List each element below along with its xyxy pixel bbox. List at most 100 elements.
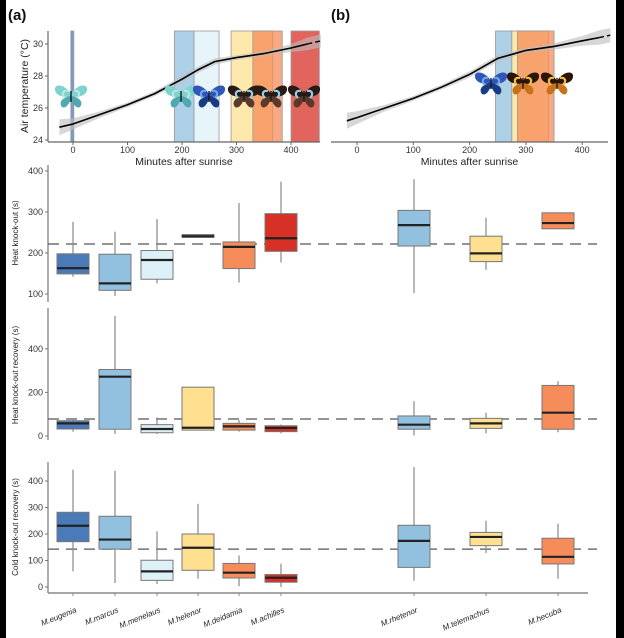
box bbox=[264, 213, 298, 252]
box-hecuba bbox=[541, 212, 575, 230]
body bbox=[522, 78, 524, 89]
box-helenor bbox=[181, 503, 215, 579]
y-tick-label: 400 bbox=[28, 166, 43, 176]
box bbox=[222, 562, 256, 579]
box bbox=[541, 212, 575, 230]
y-tick-label: 30 bbox=[33, 39, 43, 49]
temperature-panel-b: 0 100 200 300 400 Minutes after sunrise bbox=[331, 28, 611, 168]
wing-band bbox=[234, 89, 254, 99]
y-tick-label: 28 bbox=[33, 71, 43, 81]
y-tick-label: 200 bbox=[28, 248, 43, 258]
box-hecuba bbox=[541, 381, 575, 433]
y-tick-label: 24 bbox=[33, 135, 43, 145]
hindwing-left bbox=[512, 83, 523, 95]
panel-label-b: (b) bbox=[331, 7, 350, 24]
box bbox=[56, 253, 90, 275]
box-menelaus bbox=[140, 218, 174, 284]
hindwing-right bbox=[491, 83, 502, 95]
x-tick-label: 200 bbox=[174, 145, 189, 155]
hindwing-right bbox=[244, 96, 255, 108]
y-tick-label: 200 bbox=[28, 529, 43, 539]
hindwing-left bbox=[260, 96, 271, 108]
confidence-band bbox=[346, 28, 611, 129]
box-telemachus bbox=[469, 412, 503, 434]
wing-band bbox=[547, 76, 567, 86]
box bbox=[397, 415, 431, 430]
box bbox=[98, 253, 132, 291]
wing-band bbox=[481, 76, 501, 86]
butterfly-orange-morpho-icon bbox=[540, 72, 574, 95]
right-border bbox=[616, 0, 624, 638]
y-tick-label: 100 bbox=[28, 556, 43, 566]
box-menelaus bbox=[140, 531, 174, 585]
box-achilles bbox=[264, 563, 298, 587]
temperature-extrapolation bbox=[307, 40, 322, 45]
heat-recovery-panel: 0 200 400 Heat knock-out recovery (s) bbox=[11, 308, 597, 441]
box bbox=[469, 531, 503, 547]
y-tick-label: 0 bbox=[38, 582, 43, 592]
box bbox=[98, 369, 132, 430]
box-telemachus bbox=[469, 520, 503, 554]
y-tick-label: 400 bbox=[28, 344, 43, 354]
x-axis-title: Minutes after sunrise bbox=[421, 156, 519, 168]
x-tick-label: 300 bbox=[229, 145, 244, 155]
panel-label-a: (a) bbox=[8, 7, 26, 24]
x-tick-label: 200 bbox=[462, 145, 477, 155]
hindwing-right bbox=[557, 83, 568, 95]
box bbox=[181, 533, 215, 571]
box-deidamia bbox=[222, 420, 256, 432]
box bbox=[541, 384, 575, 430]
hindwing-right bbox=[209, 96, 220, 108]
box-rhetenor bbox=[397, 179, 431, 294]
y-axis-title: Heat knock-out (s) bbox=[11, 200, 20, 266]
body bbox=[556, 78, 558, 89]
body bbox=[270, 91, 272, 102]
box-marcus bbox=[98, 470, 132, 584]
left-border bbox=[0, 0, 6, 638]
box-deidamia bbox=[222, 202, 256, 283]
x-tick-label: 300 bbox=[518, 145, 533, 155]
body bbox=[243, 91, 245, 102]
temperature-extrapolation bbox=[598, 34, 611, 39]
box bbox=[140, 250, 174, 280]
hindwing-right bbox=[523, 83, 534, 95]
hindwing-left bbox=[480, 83, 491, 95]
butterfly-banded-morpho-icon bbox=[254, 85, 288, 108]
hindwing-left bbox=[233, 96, 244, 108]
hindwing-left bbox=[546, 83, 557, 95]
y-axis-title: Air temperature (°C) bbox=[19, 39, 31, 133]
temperature-curve bbox=[59, 43, 308, 128]
y-tick-label: 300 bbox=[28, 503, 43, 513]
butterfly-blue-morpho-icon bbox=[474, 72, 508, 95]
body bbox=[303, 91, 305, 102]
box-rhetenor bbox=[397, 401, 431, 436]
x-tick-label: 400 bbox=[283, 145, 298, 155]
box-deidamia bbox=[222, 555, 256, 587]
heat-knockout-panel: 100 200 300 400 Heat knock-out (s) bbox=[11, 165, 597, 302]
butterfly-banded-morpho-icon bbox=[227, 85, 261, 108]
box-rhetenor bbox=[397, 466, 431, 581]
hindwing-left bbox=[198, 96, 209, 108]
x-tick-label: 0 bbox=[70, 145, 75, 155]
box-eugenia bbox=[56, 469, 90, 572]
x-tick-label: 100 bbox=[120, 145, 135, 155]
box-achilles bbox=[264, 424, 298, 434]
y-tick-label: 400 bbox=[28, 476, 43, 486]
confidence-band bbox=[59, 34, 321, 136]
hindwing-left bbox=[170, 96, 181, 108]
box bbox=[98, 515, 132, 550]
butterfly-turquoise-morpho-icon bbox=[164, 85, 198, 108]
hindwing-left bbox=[293, 96, 304, 108]
x-tick-label: 100 bbox=[406, 145, 421, 155]
body bbox=[70, 91, 72, 102]
body bbox=[180, 91, 182, 102]
hindwing-right bbox=[71, 96, 82, 108]
wing-band bbox=[513, 76, 533, 86]
box bbox=[397, 209, 431, 247]
body bbox=[208, 91, 210, 102]
y-axis-title: Cold knock-out recovery (s) bbox=[11, 478, 20, 576]
wing-band bbox=[61, 89, 81, 99]
box-eugenia bbox=[56, 221, 90, 277]
box-eugenia bbox=[56, 418, 90, 432]
